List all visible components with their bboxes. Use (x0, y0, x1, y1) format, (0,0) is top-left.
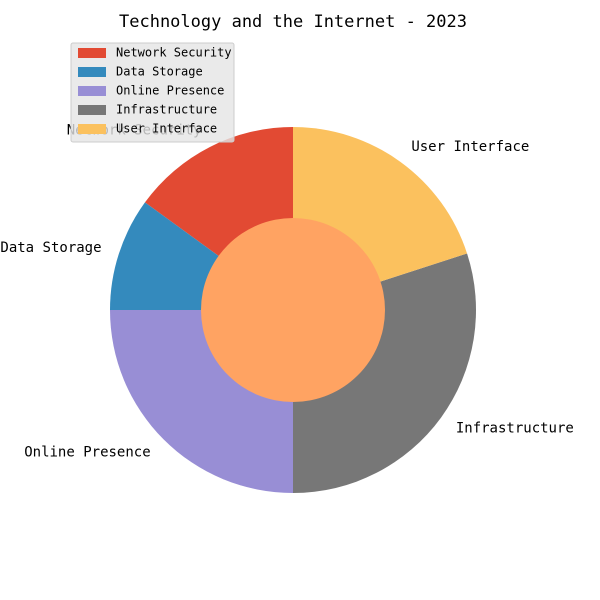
legend-swatch-data-storage (78, 67, 106, 77)
legend-swatch-online-presence (78, 86, 106, 96)
legend-label-data-storage: Data Storage (116, 65, 203, 79)
legend-label-online-presence: Online Presence (116, 84, 224, 98)
slice-label-infrastructure: Infrastructure (456, 420, 574, 436)
legend-frame (70, 42, 235, 143)
slice-label-data-storage: Data Storage (0, 240, 101, 256)
legend-swatch-network-security (78, 48, 106, 58)
slice-label-user-interface: User Interface (411, 139, 529, 155)
legend: Network Security Data Storage Online Prese… (70, 42, 235, 143)
donut-center (201, 218, 385, 402)
chart-title: Technology and the Internet - 2023 (119, 12, 467, 32)
legend-label-infrastructure: Infrastructure (116, 103, 217, 117)
legend-label-user-interface: User Interface (116, 122, 217, 136)
legend-swatch-user-interface (78, 124, 106, 134)
legend-swatch-infrastructure (78, 105, 106, 115)
legend-label-network-security: Network Security (116, 46, 232, 60)
slice-label-online-presence: Online Presence (24, 444, 150, 460)
